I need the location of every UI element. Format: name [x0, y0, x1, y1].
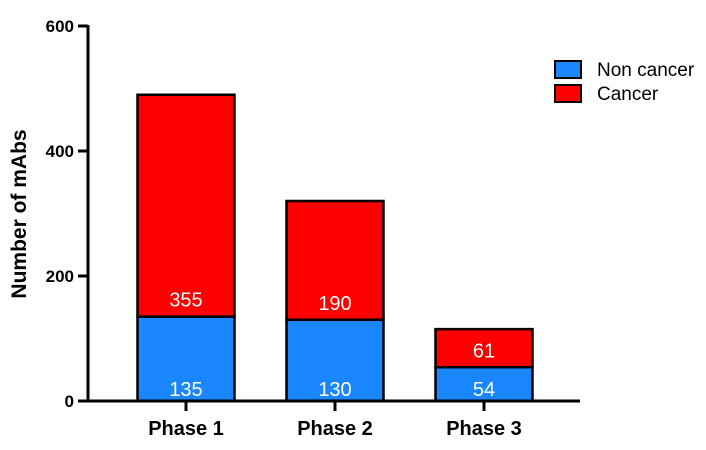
y-tick-label-200: 200	[46, 267, 74, 286]
x-tick-label-1: Phase 1	[148, 418, 224, 440]
bar-non-cancer-2	[285, 318, 385, 403]
y-tick-label-600: 600	[46, 17, 74, 36]
x-tick-label-3: Phase 3	[446, 418, 522, 440]
legend: Non cancer Cancer	[554, 60, 695, 105]
data-label-non-cancer-1: 135	[169, 379, 202, 401]
y-tick-label-400: 400	[46, 142, 74, 161]
bar-cancer-1	[136, 93, 236, 318]
bar-cancer-2	[285, 199, 385, 321]
legend-label-cancer: Cancer	[597, 84, 659, 105]
data-label-non-cancer-2: 130	[318, 379, 351, 401]
bar-non-cancer-3	[434, 366, 534, 403]
data-label-cancer-1: 355	[169, 290, 202, 312]
data-label-cancer-2: 190	[318, 293, 351, 315]
data-label-cancer-3: 61	[473, 340, 495, 362]
y-tick-label-0: 0	[65, 392, 74, 411]
legend-swatch-cancer	[554, 84, 582, 103]
x-tick-label-2: Phase 2	[297, 418, 373, 440]
bar-non-cancer-1	[136, 315, 236, 403]
legend-swatch-non-cancer	[554, 60, 582, 79]
data-label-non-cancer-3: 54	[473, 379, 495, 401]
legend-label-non-cancer: Non cancer	[597, 60, 695, 81]
bars-group: 135 355 130 190 54 61	[136, 93, 534, 403]
y-axis-title: Number of mAbs	[8, 129, 31, 298]
axes-group: 0 200 400 600 Phase 1 Phase 2 Phase 3	[46, 17, 580, 440]
bar-cancer-3	[434, 327, 534, 369]
